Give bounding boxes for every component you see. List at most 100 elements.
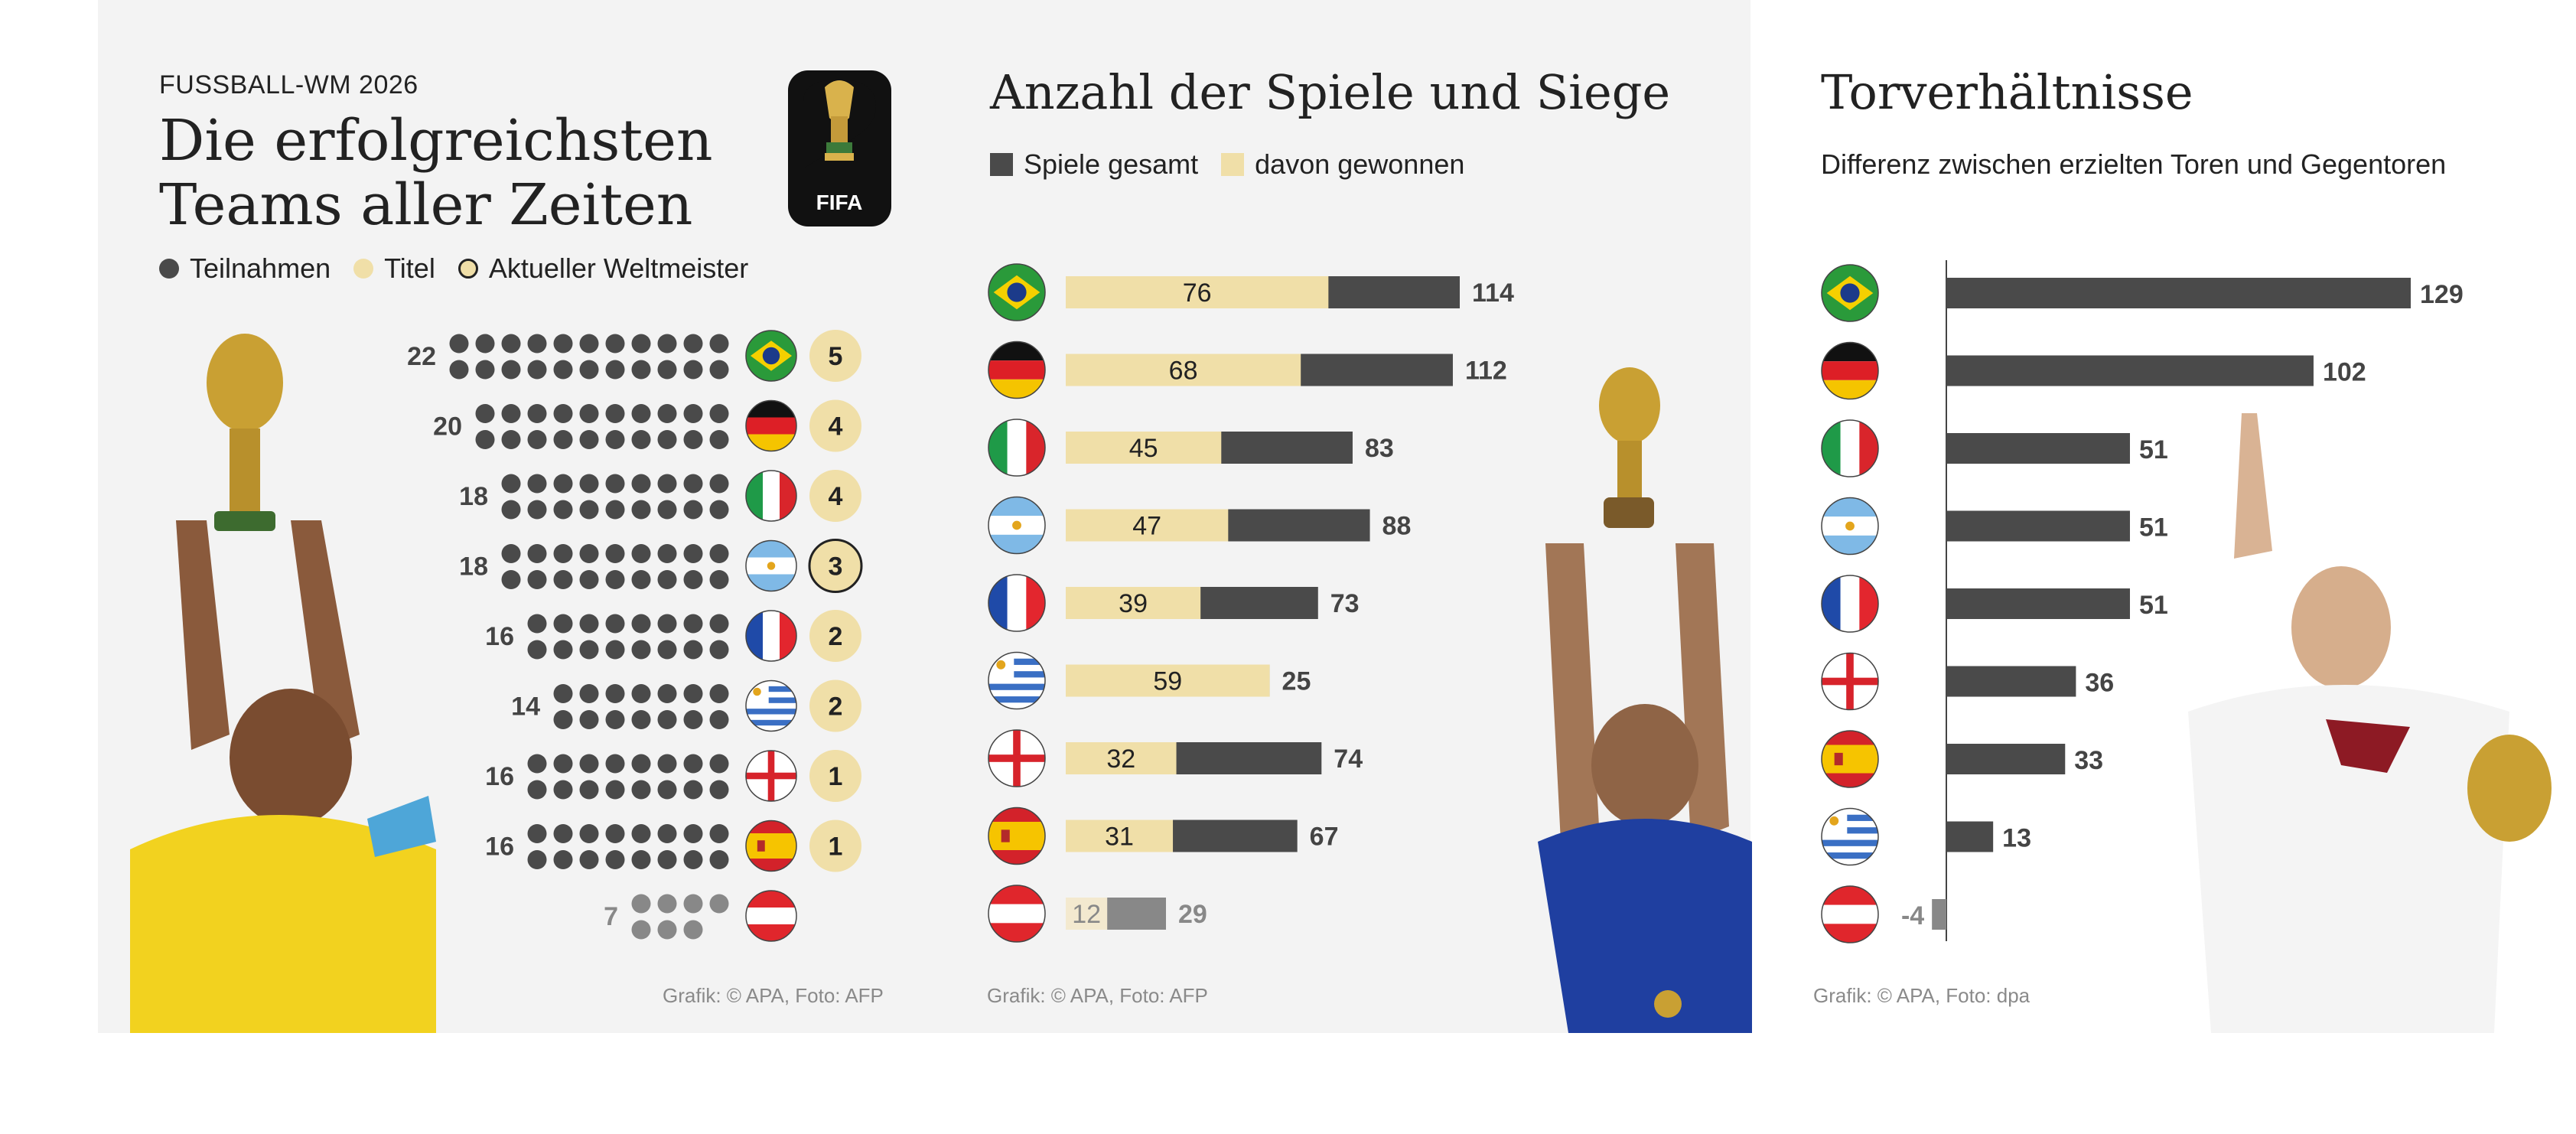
won-label: 12 [1072, 900, 1101, 929]
participation-dot [527, 850, 547, 869]
participation-dot [657, 544, 677, 563]
participation-dot [527, 360, 547, 380]
title-line-2: Teams aller Zeiten [159, 172, 693, 238]
goal-difference-label: -4 [1901, 901, 1924, 930]
participations-label: 20 [433, 412, 462, 442]
legend-label-champion: Aktueller Weltmeister [488, 253, 749, 284]
flag-uruguay-sun [996, 660, 1006, 670]
bar-goal-difference [1946, 278, 2411, 308]
flag-france-stripe [1007, 575, 1027, 631]
participation-dot [553, 780, 573, 800]
participation-dot [605, 684, 625, 703]
goal-difference-label: 102 [2323, 358, 2366, 387]
legend-item-total: Spiele gesamt [990, 148, 1198, 181]
participation-dot [579, 404, 599, 423]
flag-italy-outline [988, 419, 1046, 477]
flag-france-outline [745, 610, 797, 662]
title-circle [809, 399, 861, 452]
title-circle [809, 610, 861, 662]
flag-argentina-outline [988, 496, 1046, 555]
flag-argentina-stripe [988, 534, 1045, 554]
flag-argentina-stripe [988, 497, 1045, 516]
participation-dot [605, 640, 625, 660]
participation-dot [709, 710, 729, 729]
participation-dot [553, 430, 573, 449]
participation-dot [657, 614, 677, 634]
flag-uruguay-stripe [988, 683, 1045, 690]
flag-italy [1821, 419, 1879, 477]
won-label: 76 [1183, 279, 1212, 308]
participation-dot [553, 474, 573, 494]
flag-argentina-stripe [1822, 497, 1878, 517]
participation-dot [709, 780, 729, 800]
total-label: 88 [1382, 512, 1412, 541]
flag-austria-outline [745, 890, 797, 942]
flag-germany-stripe [988, 379, 1045, 399]
participation-dot [553, 404, 573, 423]
flag-france-stripe [988, 575, 1008, 631]
flag-brazil [745, 330, 797, 382]
flag-england-outline [1821, 652, 1879, 711]
flag-germany-stripe [746, 417, 796, 435]
flag-italy-body [746, 471, 796, 521]
flag-france [745, 610, 797, 662]
participation-dot [657, 360, 677, 380]
flag-argentina-stripe [1822, 535, 1878, 555]
participation-dot [657, 334, 677, 354]
flag-argentina-sun [1012, 520, 1021, 530]
participation-dot [631, 780, 651, 800]
flag-france-body [988, 575, 1045, 631]
participation-dot [501, 570, 521, 589]
participation-dot [579, 824, 599, 843]
participation-dot [553, 544, 573, 563]
titles-label: 4 [829, 412, 843, 442]
bar-won [1066, 664, 1270, 697]
dark-square-icon [990, 153, 1013, 176]
flag-brazil-body [746, 331, 796, 381]
flag-germany-stripe [746, 400, 796, 418]
flag-uruguay-stripe [1822, 839, 1878, 846]
participation-dot [683, 850, 703, 869]
participation-dot [683, 500, 703, 520]
flag-uruguay-sun [753, 687, 761, 696]
participation-dot [579, 430, 599, 449]
participations-label: 18 [459, 552, 488, 582]
flag-spain-outline [1821, 730, 1879, 788]
chart-goal-difference: 129 102 51 51 51 36 33 13 -4 [1821, 260, 2464, 943]
flag-germany-stripe [1822, 380, 1878, 399]
flag-france-outline [988, 574, 1046, 632]
title-circle [809, 820, 861, 872]
participation-dot [683, 430, 703, 449]
flag-germany [745, 399, 797, 452]
participation-dot [657, 780, 677, 800]
participation-dot [631, 544, 651, 563]
flag-italy-stripe [780, 471, 796, 521]
flag-germany [988, 341, 1046, 399]
participation-dot [709, 850, 729, 869]
participation-dot [683, 824, 703, 843]
goal-difference-label: 13 [2002, 824, 2031, 853]
flag-england-body [746, 751, 796, 801]
participation-dot [475, 404, 495, 423]
page-title: Die erfolgreichsten Teams aller Zeiten [159, 109, 786, 237]
dark-dot-icon [159, 259, 179, 279]
flag-spain-stripe [1822, 773, 1878, 787]
bar-won [1066, 432, 1222, 464]
bar-won [1066, 354, 1301, 386]
bar-won [1066, 742, 1177, 774]
participation-dot [579, 360, 599, 380]
flag-brazil-body [988, 264, 1045, 321]
flag-austria [1821, 885, 1879, 943]
flag-france [1821, 575, 1879, 633]
participation-dot [579, 710, 599, 729]
participation-dot [683, 334, 703, 354]
participation-dot [683, 570, 703, 589]
participation-dot [605, 334, 625, 354]
participation-dot [709, 614, 729, 634]
flag-uruguay [745, 679, 797, 732]
flag-england [1821, 652, 1879, 711]
won-label: 32 [1106, 745, 1135, 774]
participation-dot [709, 894, 729, 914]
participation-dot [631, 640, 651, 660]
flag-italy-stripe [1822, 420, 1841, 477]
